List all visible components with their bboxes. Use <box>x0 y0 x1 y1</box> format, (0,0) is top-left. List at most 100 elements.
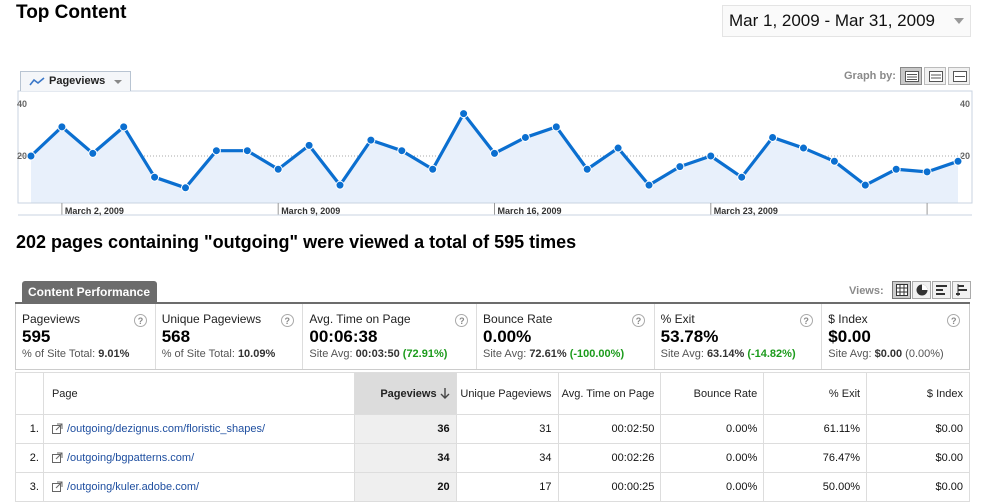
table-row: 1. /outgoing/dezignus.com/floristic_shap… <box>15 414 970 444</box>
index-cell: $0.00 <box>866 472 970 502</box>
view-performance-button[interactable] <box>932 281 951 299</box>
avg-time-cell: 00:00:25 <box>557 472 662 502</box>
table-row: 3. /outgoing/kuler.adobe.com/ 20 17 00:0… <box>15 472 970 502</box>
col-exit[interactable]: % Exit <box>763 372 868 415</box>
page-link[interactable]: /outgoing/bgpatterns.com/ <box>66 452 195 464</box>
metric-sub: Site Avg: $0.00 (0.00%) <box>828 348 944 360</box>
external-link-icon[interactable] <box>51 452 63 463</box>
metric-label: Avg. Time on Page <box>309 312 411 326</box>
metric-unique-pageviews: Unique Pageviews 568 % of Site Total: 10… <box>156 304 304 369</box>
metric-selector[interactable]: Pageviews <box>20 71 131 91</box>
page-cell: /outgoing/dezignus.com/floristic_shapes/ <box>42 414 355 444</box>
page-link[interactable]: /outgoing/dezignus.com/floristic_shapes/ <box>66 423 266 435</box>
col-bounce-rate[interactable]: Bounce Rate <box>660 372 765 415</box>
graph-by-month-button[interactable] <box>948 67 970 85</box>
chart-plot-area <box>17 90 973 204</box>
metric-selector-label: Pageviews <box>49 75 106 87</box>
col-pageviews[interactable]: Pageviews <box>353 372 457 415</box>
view-table-button[interactable] <box>892 281 911 299</box>
external-link-icon[interactable] <box>51 423 63 434</box>
x-tick-label: March 23, 2009 <box>714 206 778 216</box>
metric-label: $ Index <box>828 312 868 326</box>
month-icon <box>953 71 967 82</box>
metric-dollar-index: $ Index $0.00 Site Avg: $0.00 (0.00%) ? <box>822 304 969 369</box>
page-cell: /outgoing/bgpatterns.com/ <box>42 443 355 473</box>
help-icon[interactable]: ? <box>134 314 147 327</box>
view-comparison-button[interactable] <box>952 281 971 299</box>
metric-sub: Site Avg: 00:03:50 (72.91%) <box>309 348 448 360</box>
data-point <box>768 132 778 142</box>
view-pie-button[interactable] <box>912 281 931 299</box>
help-icon[interactable]: ? <box>455 314 469 327</box>
metric-sub: % of Site Total: 10.09% <box>161 348 276 360</box>
views-label: Views: <box>849 285 884 297</box>
metric-value: 00:06:38 <box>309 327 378 346</box>
external-link-icon[interactable] <box>51 481 63 492</box>
col-page[interactable]: Page <box>42 372 355 415</box>
data-point <box>119 122 129 132</box>
summary-text: 202 pages containing "outgoing" were vie… <box>16 232 577 252</box>
col-avg-time[interactable]: Avg. Time on Page <box>557 372 662 415</box>
metric-exit: % Exit 53.78% Site Avg: 63.14% (-14.82%)… <box>655 304 823 369</box>
row-number: 1. <box>15 414 44 444</box>
day-icon <box>905 71 919 82</box>
help-icon[interactable]: ? <box>280 314 294 327</box>
data-point <box>366 135 376 145</box>
index-cell: $0.00 <box>866 443 970 473</box>
y-tick-label-right: 40 <box>960 99 970 109</box>
data-point <box>490 148 499 158</box>
data-point <box>860 180 870 190</box>
date-range-text: Mar 1, 2009 - Mar 31, 2009 <box>729 11 936 30</box>
metric-sub: % of Site Total: 9.01% <box>22 348 130 360</box>
week-icon <box>929 71 943 82</box>
avg-time-cell: 00:02:50 <box>557 414 662 444</box>
col-unique-pageviews[interactable]: Unique Pageviews <box>455 372 559 415</box>
data-point <box>26 151 36 161</box>
help-icon[interactable]: ? <box>947 314 961 327</box>
pageviews-cell: 36 <box>353 414 457 444</box>
page-link[interactable]: /outgoing/kuler.adobe.com/ <box>66 481 200 493</box>
data-point <box>211 146 221 156</box>
graph-by-week-button[interactable] <box>924 67 946 85</box>
help-icon[interactable]: ? <box>799 314 813 327</box>
data-point <box>242 146 252 156</box>
date-range-picker[interactable]: Mar 1, 2009 - Mar 31, 2009 <box>722 5 971 37</box>
sort-down-icon <box>440 387 450 399</box>
help-icon[interactable]: ? <box>632 314 646 327</box>
data-point <box>613 143 623 153</box>
metric-value: 53.78% <box>660 327 719 346</box>
y-tick-label-right: 20 <box>960 151 970 161</box>
scorecard: Pageviews 595 % of Site Total: 9.01% ? U… <box>15 304 970 370</box>
bounce-cell: 0.00% <box>660 472 765 502</box>
data-point <box>150 172 160 182</box>
data-point <box>675 162 685 172</box>
unique-cell: 31 <box>455 414 559 444</box>
exit-cell: 50.00% <box>763 472 868 502</box>
caret-down-icon <box>114 80 122 84</box>
data-point <box>459 109 469 119</box>
metric-value: 0.00% <box>483 327 532 346</box>
exit-cell: 76.47% <box>763 443 868 473</box>
content-table: Page Pageviews Unique Pageviews Avg. Tim… <box>15 372 970 502</box>
data-point <box>953 156 963 166</box>
table-icon <box>896 284 908 296</box>
table-row: 2. /outgoing/bgpatterns.com/ 34 34 00:02… <box>15 443 970 473</box>
pageviews-cell: 20 <box>353 472 457 502</box>
unique-cell: 17 <box>455 472 559 502</box>
bar-chart-icon <box>936 285 947 295</box>
chevron-down-icon <box>954 18 964 24</box>
data-point <box>582 164 592 174</box>
data-point <box>273 164 283 174</box>
index-cell: $0.00 <box>866 414 970 444</box>
metric-value: 568 <box>161 327 191 346</box>
tab-divider <box>15 302 970 304</box>
col-dollar-index[interactable]: $ Index <box>866 372 970 415</box>
metric-label: Bounce Rate <box>483 312 553 326</box>
tab-content-performance[interactable]: Content Performance <box>22 281 157 303</box>
graph-by-day-button[interactable] <box>900 67 922 85</box>
data-point <box>922 167 932 177</box>
graph-by-label: Graph by: <box>844 70 896 82</box>
data-point <box>304 140 314 150</box>
data-point <box>520 132 530 142</box>
metric-pageviews: Pageviews 595 % of Site Total: 9.01% ? <box>16 304 156 369</box>
